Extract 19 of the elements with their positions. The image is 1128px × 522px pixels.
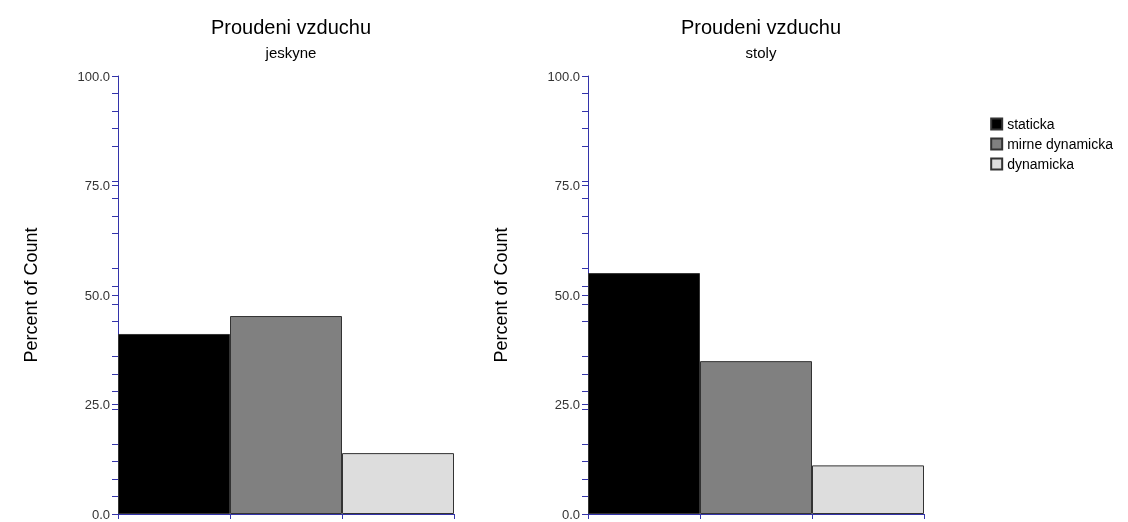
chart-subtitle: jeskyne bbox=[264, 44, 317, 61]
y-tick-label: 0.0 bbox=[561, 506, 580, 522]
y-tick-label: 75.0 bbox=[554, 178, 580, 193]
y-tick-label: 100.0 bbox=[77, 68, 110, 84]
y-axis-title: Percent of Count bbox=[491, 227, 511, 363]
y-tick-label: 75.0 bbox=[84, 178, 110, 193]
y-tick-label: 50.0 bbox=[84, 287, 110, 303]
y-tick-label: 0.0 bbox=[91, 506, 110, 522]
y-tick-label: 25.0 bbox=[84, 397, 110, 412]
chart-subtitle: stoly bbox=[745, 44, 777, 61]
chart-title: Proudeni vzduchu bbox=[680, 16, 842, 38]
y-axis-title: Percent of Count bbox=[21, 227, 41, 363]
y-tick-label: 50.0 bbox=[554, 287, 580, 303]
y-tick-label: 25.0 bbox=[554, 397, 580, 412]
legend-label: mirne dynamicka bbox=[1007, 136, 1114, 152]
y-tick-label: 100.0 bbox=[547, 68, 580, 84]
legend-label: dynamicka bbox=[1007, 156, 1075, 172]
legend-label: staticka bbox=[1007, 116, 1055, 132]
chart-title: Proudeni vzduchu bbox=[210, 16, 372, 38]
